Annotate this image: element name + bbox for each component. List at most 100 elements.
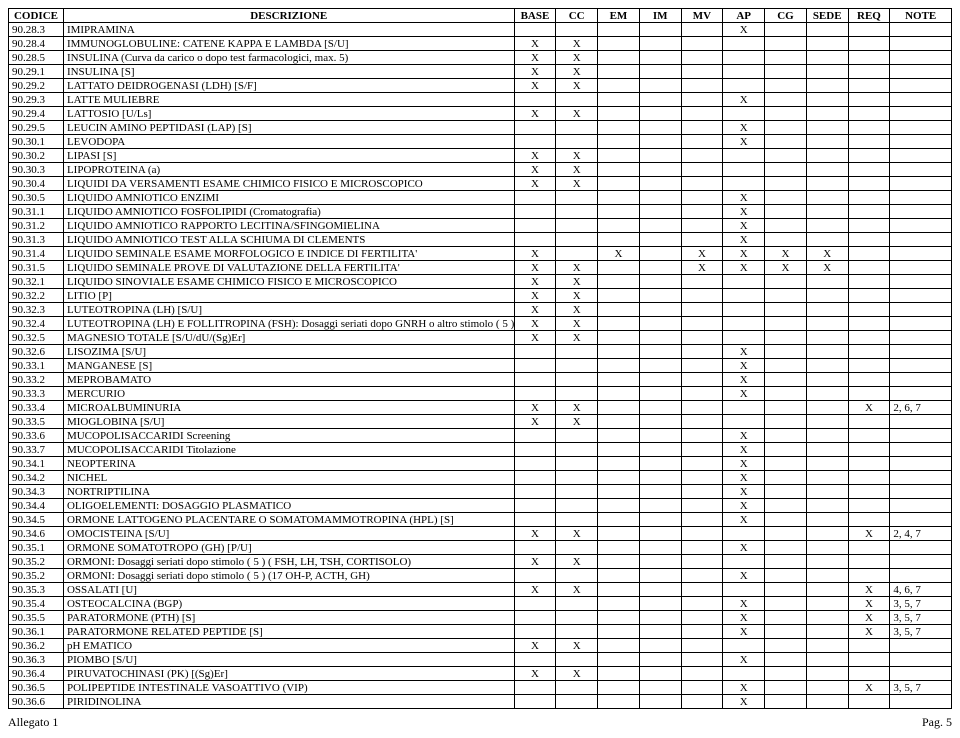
cell-mark <box>681 667 723 681</box>
cell-mark <box>681 149 723 163</box>
cell-mark: X <box>514 107 556 121</box>
cell-mark <box>639 149 681 163</box>
cell-mark <box>681 457 723 471</box>
cell-mark <box>681 429 723 443</box>
cell-mark <box>806 149 848 163</box>
cell-desc: MICROALBUMINURIA <box>63 401 514 415</box>
cell-code: 90.29.3 <box>9 93 64 107</box>
cell-mark <box>681 499 723 513</box>
cell-mark: X <box>556 107 598 121</box>
cell-mark <box>806 639 848 653</box>
cell-mark <box>765 303 807 317</box>
col-header: SEDE <box>806 9 848 23</box>
cell-mark <box>848 485 890 499</box>
cell-code: 90.36.1 <box>9 625 64 639</box>
cell-mark <box>639 289 681 303</box>
cell-mark <box>639 681 681 695</box>
cell-mark <box>598 261 640 275</box>
cell-mark <box>639 485 681 499</box>
cell-mark <box>848 513 890 527</box>
cell-note <box>890 653 952 667</box>
cell-mark <box>681 289 723 303</box>
cell-mark: X <box>556 275 598 289</box>
cell-mark <box>681 373 723 387</box>
cell-code: 90.34.4 <box>9 499 64 513</box>
cell-desc: NORTRIPTILINA <box>63 485 514 499</box>
cell-mark <box>723 107 765 121</box>
cell-note <box>890 23 952 37</box>
cell-mark <box>848 275 890 289</box>
cell-note <box>890 373 952 387</box>
cell-mark: X <box>723 681 765 695</box>
cell-mark <box>681 625 723 639</box>
cell-desc: MAGNESIO TOTALE [S/U/dU/(Sg)Er] <box>63 331 514 345</box>
cell-desc: LIQUIDO AMNIOTICO FOSFOLIPIDI (Cromatogr… <box>63 205 514 219</box>
cell-mark <box>848 569 890 583</box>
cell-mark <box>681 135 723 149</box>
cell-mark <box>598 275 640 289</box>
cell-note <box>890 499 952 513</box>
cell-mark <box>639 415 681 429</box>
cell-mark <box>598 121 640 135</box>
cell-mark <box>639 205 681 219</box>
table-row: 90.30.5LIQUIDO AMNIOTICO ENZIMIX <box>9 191 952 205</box>
cell-code: 90.35.2 <box>9 569 64 583</box>
cell-mark <box>681 653 723 667</box>
cell-mark <box>806 541 848 555</box>
cell-mark: X <box>723 247 765 261</box>
cell-desc: LUTEOTROPINA (LH) [S/U] <box>63 303 514 317</box>
cell-desc: LIQUIDO SEMINALE ESAME MORFOLOGICO E IND… <box>63 247 514 261</box>
table-row: 90.29.3LATTE MULIEBREX <box>9 93 952 107</box>
cell-mark <box>556 387 598 401</box>
cell-mark <box>806 107 848 121</box>
table-row: 90.34.5ORMONE LATTOGENO PLACENTARE O SOM… <box>9 513 952 527</box>
cell-desc: LATTE MULIEBRE <box>63 93 514 107</box>
col-header: REQ <box>848 9 890 23</box>
cell-mark <box>556 429 598 443</box>
cell-mark <box>848 359 890 373</box>
cell-code: 90.36.2 <box>9 639 64 653</box>
cell-mark <box>598 443 640 457</box>
cell-note <box>890 205 952 219</box>
cell-mark <box>765 471 807 485</box>
cell-mark: X <box>514 261 556 275</box>
cell-desc: MANGANESE [S] <box>63 359 514 373</box>
cell-mark: X <box>723 429 765 443</box>
cell-note <box>890 121 952 135</box>
cell-mark <box>723 51 765 65</box>
cell-mark <box>556 135 598 149</box>
cell-mark <box>681 93 723 107</box>
cell-mark: X <box>723 135 765 149</box>
cell-note: 4, 6, 7 <box>890 583 952 597</box>
cell-desc: LIQUIDI DA VERSAMENTI ESAME CHIMICO FISI… <box>63 177 514 191</box>
cell-mark <box>681 513 723 527</box>
cell-mark <box>765 79 807 93</box>
cell-mark <box>723 275 765 289</box>
cell-mark <box>765 429 807 443</box>
cell-mark <box>848 471 890 485</box>
cell-mark <box>681 527 723 541</box>
cell-mark <box>848 387 890 401</box>
cell-mark <box>514 681 556 695</box>
cell-mark <box>723 65 765 79</box>
cell-mark <box>806 681 848 695</box>
cell-mark <box>806 387 848 401</box>
cell-mark <box>765 373 807 387</box>
footer-right: Pag. 5 <box>922 715 952 730</box>
cell-mark <box>848 667 890 681</box>
cell-mark <box>723 583 765 597</box>
cell-mark <box>765 443 807 457</box>
cell-mark <box>639 569 681 583</box>
cell-mark <box>556 121 598 135</box>
col-header: CG <box>765 9 807 23</box>
cell-note <box>890 79 952 93</box>
cell-mark: X <box>514 51 556 65</box>
cell-mark: X <box>723 485 765 499</box>
cell-mark <box>598 345 640 359</box>
cell-mark <box>681 79 723 93</box>
cell-mark <box>765 569 807 583</box>
cell-mark: X <box>514 401 556 415</box>
cell-mark <box>806 331 848 345</box>
cell-mark <box>806 471 848 485</box>
cell-mark: X <box>556 331 598 345</box>
